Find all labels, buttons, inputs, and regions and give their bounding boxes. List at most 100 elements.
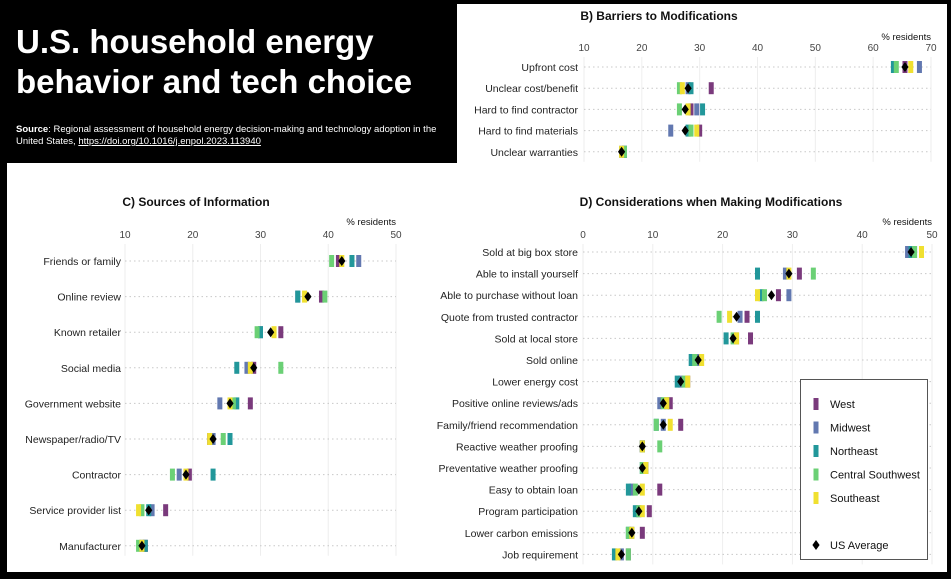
category-label-able-to-purchase-without-loan: Able to purchase without loan [440,290,578,302]
category-label-service-provider-list: Service provider list [29,505,121,517]
marker-west [708,82,714,95]
x-tick-label: 60 [868,43,880,54]
category-label-reactive-weather-proofing: Reactive weather proofing [456,441,578,453]
marker-west [278,326,284,339]
legend-marker-central-southwest [813,468,819,481]
x-tick-label: 50 [390,230,402,241]
category-label-positive-online-reviews-ads: Positive online reviews/ads [452,398,578,410]
category-label-unclear-cost-benefit: Unclear cost/benefit [485,83,578,95]
marker-northeast [295,290,301,303]
marker-northeast [688,354,694,366]
x-tick-label: 40 [752,43,764,54]
category-label-sold-at-big-box-store: Sold at big box store [482,247,578,259]
marker-central-southwest [329,255,335,267]
marker-west [318,290,324,303]
marker-west [646,505,652,518]
marker-west [697,124,703,137]
marker-central-southwest [278,361,284,374]
marker-west [775,289,781,302]
legend-label-midwest: Midwest [830,423,870,435]
title-box: U.S. household energy behavior and tech … [0,0,457,163]
marker-northeast [723,332,729,345]
category-label-newspaper-radio-tv: Newspaper/radio/TV [25,434,121,446]
marker-central-southwest [676,82,682,95]
marker-southeast [685,375,691,388]
category-label-manufacturer: Manufacturer [59,541,121,553]
chart-title: D) Considerations when Making Modificati… [580,195,843,209]
marker-northeast [234,361,240,374]
marker-west [639,526,645,539]
category-label-government-website: Government website [25,398,121,410]
marker-northeast [755,310,760,323]
marker-northeast [227,433,233,445]
category-label-social-media: Social media [61,363,121,375]
legend-label-us-average: US Average [830,540,889,552]
us-average-marker [145,505,153,516]
x-tick-label: 40 [857,230,869,241]
legend-label-southeast: Southeast [830,493,880,505]
x-tick-label: 50 [810,43,822,54]
us-average-marker [729,333,737,344]
legend-marker-northeast [813,445,819,457]
chart-title: C) Sources of Information [122,195,269,209]
x-tick-label: 10 [578,43,590,54]
x-tick-label: 40 [323,230,335,241]
category-label-known-retailer: Known retailer [54,327,122,339]
legend-marker-west [813,398,819,410]
sources-panel: C) Sources of Information % residents 10 20… [7,163,416,572]
x-tick-label: 20 [636,43,648,54]
category-label-easy-to-obtain-loan: Easy to obtain loan [489,485,578,497]
marker-northeast [625,483,631,496]
considerations-chart: D) Considerations when Making Modificati… [437,195,938,565]
category-label-unclear-warranties: Unclear warranties [490,147,578,159]
marker-northeast [234,397,240,410]
category-label-job-requirement: Job requirement [502,549,578,561]
sources-chart: C) Sources of Information % residents 10 20… [25,195,402,556]
us-average-marker [659,398,667,409]
us-average-marker [226,398,234,409]
marker-central-southwest [716,310,722,323]
x-tick-label: 30 [255,230,267,241]
us-average-marker [677,376,685,387]
marker-central-southwest [139,504,145,517]
marker-west [796,267,802,280]
marker-west [744,310,750,323]
category-label-program-participation: Program participation [478,506,578,518]
x-tick-label: 30 [694,43,706,54]
marker-midwest [916,61,922,73]
marker-southeast [908,61,914,73]
x-tick-label: 20 [717,230,729,241]
marker-midwest [786,289,792,302]
us-average-marker [767,290,776,301]
marker-central-southwest [220,433,226,445]
us-average-marker [638,441,646,452]
marker-west [163,504,169,517]
marker-southeast [919,246,925,258]
marker-midwest [244,361,250,374]
marker-central-southwest [657,440,663,453]
us-average-marker [907,247,915,257]
category-label-preventative-weather-proofing: Preventative weather proofing [439,463,579,475]
source-text: : Regional assessment of household energ… [16,124,437,147]
legend-label-central-southwest: Central Southwest [830,470,920,482]
us-average-marker [628,527,636,538]
marker-central-southwest [625,548,631,561]
x-tick-label: 70 [925,43,937,54]
barriers-panel: B) Barriers to Modifications % residents 1… [457,4,947,163]
marker-central-southwest [322,290,328,303]
source-link[interactable]: https://doi.org/10.1016/j.enpol.2023.113… [78,136,261,147]
marker-midwest [176,468,182,481]
marker-west [667,397,673,410]
category-label-upfront-cost: Upfront cost [521,62,578,74]
marker-west [247,397,253,410]
source-note: Source: Regional assessment of household… [16,124,446,148]
marker-southeast [694,124,700,137]
us-average-marker [267,327,275,338]
us-average-marker [659,419,667,430]
source-label: Source [16,124,49,135]
marker-west [748,332,754,345]
category-label-sold-at-local-store: Sold at local store [495,333,579,345]
marker-midwest [356,255,362,267]
x-tick-label: 50 [926,230,938,241]
marker-central-southwest [676,103,682,116]
